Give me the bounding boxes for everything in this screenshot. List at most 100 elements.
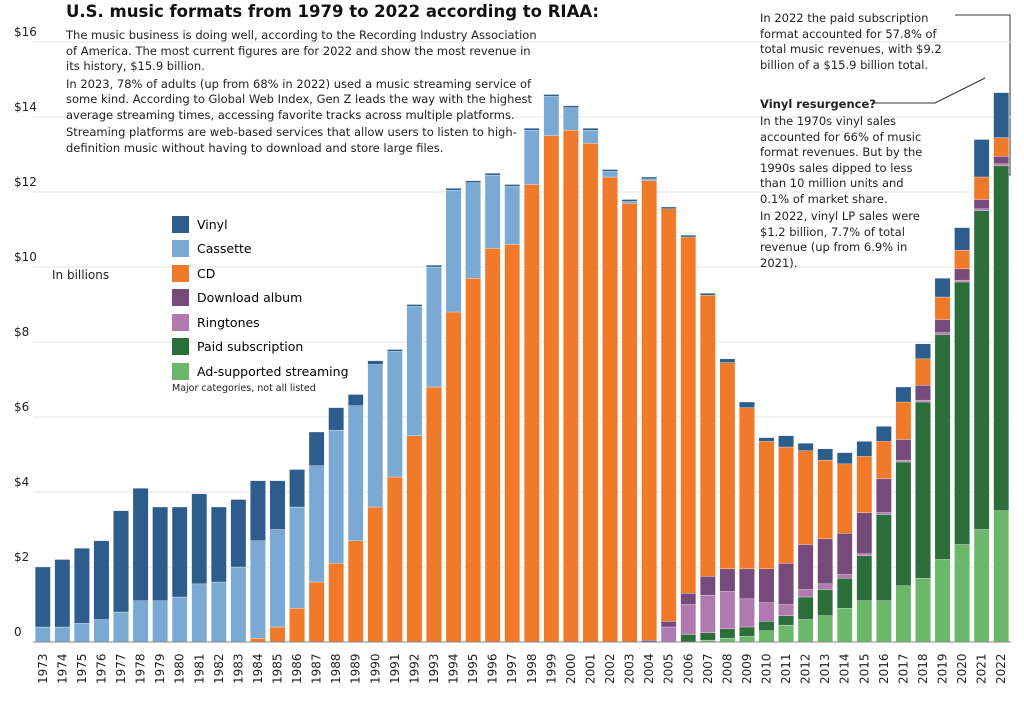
bar-segment	[797, 443, 814, 451]
bar-segment	[836, 452, 853, 465]
x-tick-label: 1999	[544, 653, 558, 684]
x-tick-label: 2010	[760, 653, 774, 684]
x-tick-label: 1995	[466, 653, 480, 684]
bar-segment	[954, 544, 970, 643]
bar-segment	[641, 176, 657, 180]
bar-segment	[347, 405, 364, 541]
bar-segment	[543, 94, 560, 97]
bar-segment	[54, 626, 71, 643]
bar-segment	[856, 553, 873, 556]
bar-segment	[856, 456, 873, 513]
bar-segment	[954, 227, 970, 251]
bar-segment	[973, 199, 990, 210]
bar-segment	[778, 435, 794, 448]
bar-segment	[876, 514, 892, 601]
x-tick-label: 2019	[936, 653, 950, 684]
bar-segment	[719, 362, 736, 570]
bar-segment	[934, 334, 951, 560]
bar-segment	[817, 538, 833, 585]
y-tick-label: $6	[14, 400, 29, 414]
x-tick-label: 1987	[310, 653, 324, 684]
bar-segment	[35, 626, 51, 643]
bar-segment	[191, 493, 208, 585]
x-tick-label: 2008	[720, 653, 734, 684]
bar-segment	[93, 619, 110, 643]
bar-segment	[915, 399, 931, 403]
bar-segment	[484, 248, 501, 643]
x-tick-label: 2021	[975, 653, 989, 684]
bar-segment	[954, 268, 970, 281]
bar-segment	[895, 461, 912, 586]
bar-segment	[289, 469, 305, 508]
bar-segment	[993, 137, 1009, 157]
x-tick-label: 2005	[662, 653, 676, 684]
bar-segment	[836, 608, 853, 643]
x-tick-label: 2011	[779, 653, 793, 684]
bar-segment	[954, 279, 970, 283]
bar-segment	[700, 294, 716, 577]
bar-segment	[328, 563, 344, 643]
bar-segment	[582, 129, 599, 144]
x-tick-label: 2013	[818, 653, 832, 684]
y-tick-label: $12	[14, 175, 37, 189]
x-tick-label: 1977	[114, 653, 128, 684]
bar-segment	[406, 435, 423, 643]
y-tick-label: $16	[14, 25, 37, 39]
legend-item: Download album	[172, 286, 349, 311]
x-tick-label: 2007	[701, 653, 715, 684]
bar-segment	[719, 568, 736, 592]
bar-segment	[269, 626, 286, 643]
y-tick-label: $8	[14, 325, 29, 339]
legend-item: Vinyl	[172, 212, 349, 237]
x-tick-label: 2001	[583, 653, 597, 684]
bar-segment	[797, 619, 814, 643]
x-tick-label: 1973	[36, 653, 50, 684]
x-tick-label: 2006	[681, 653, 695, 684]
bar-segment	[269, 529, 286, 628]
x-tick-label: 1997	[505, 653, 519, 684]
bar-segment	[35, 566, 51, 628]
legend-swatch	[172, 338, 189, 356]
legend-label: Download album	[197, 290, 303, 306]
legend-item: Cassette	[172, 237, 349, 262]
legend-item: Ad-supported streaming	[172, 359, 349, 384]
x-tick-label: 1992	[407, 653, 421, 684]
x-tick-label: 2014	[838, 653, 852, 684]
bar-segment	[973, 208, 990, 211]
bar-segment	[289, 506, 305, 609]
bar-segment	[817, 448, 833, 461]
bar-segment	[171, 596, 188, 643]
bar-segment	[758, 441, 775, 570]
bar-segment	[895, 459, 912, 463]
bar-segment	[445, 188, 462, 191]
y-tick-label: $14	[14, 100, 37, 114]
x-tick-label: 2022	[994, 653, 1008, 684]
bar-segment	[680, 604, 697, 635]
x-tick-label: 2003	[623, 653, 637, 684]
bar-segment	[113, 510, 129, 613]
bar-segment	[797, 544, 814, 590]
x-tick-label: 1978	[134, 653, 148, 684]
bar-segment	[132, 600, 149, 643]
paragraph: In 2023, 78% of adults (up from 68% in 2…	[66, 76, 532, 122]
bar-segment	[915, 343, 931, 360]
bar-segment	[660, 626, 677, 643]
bar-segment	[700, 632, 716, 641]
bar-segment	[700, 594, 716, 633]
x-tick-label: 2004	[642, 653, 656, 684]
bar-segment	[54, 559, 71, 628]
bar-segment	[934, 559, 951, 643]
intro: The music business is doing well, accord…	[66, 28, 544, 158]
bar-segment	[308, 581, 325, 643]
bar-segment	[152, 600, 168, 643]
bar-segment	[758, 437, 775, 442]
paragraph: The music business is doing well, accord…	[66, 28, 537, 73]
bar-segment	[876, 441, 892, 480]
bar-segment	[465, 180, 481, 183]
bar-segment	[778, 563, 794, 605]
x-tick-label: 1986	[290, 653, 304, 684]
bar-segment	[93, 540, 110, 620]
bar-segment	[915, 401, 931, 579]
bar-segment	[778, 446, 794, 564]
